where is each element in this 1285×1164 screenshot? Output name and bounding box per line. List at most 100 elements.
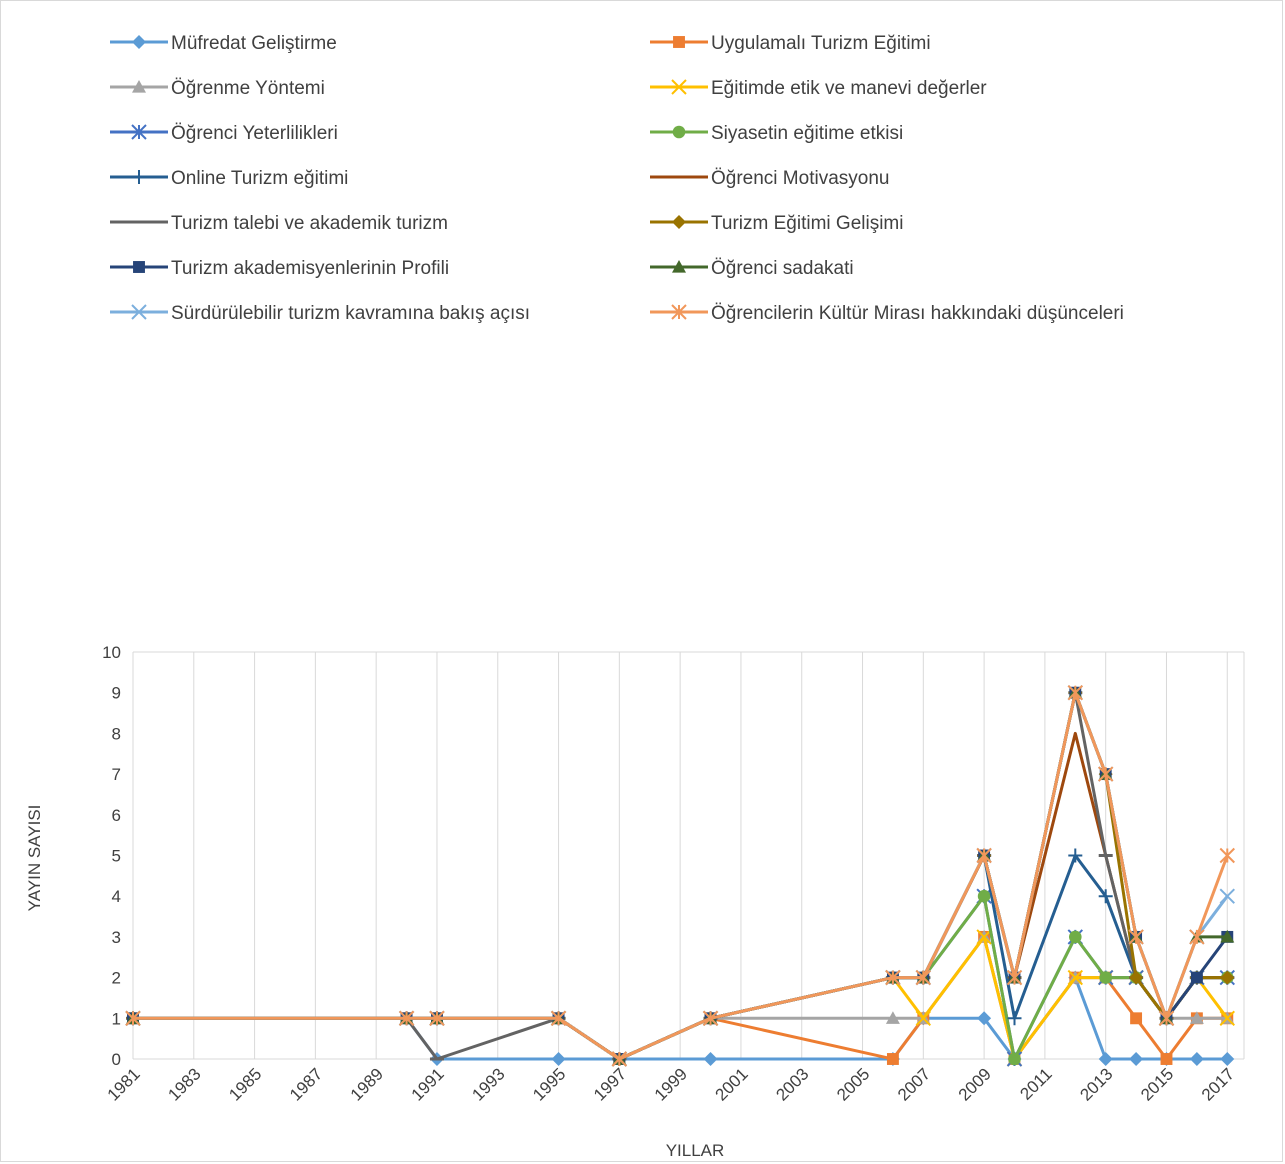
legend-label: Siyasetin eğitime etkisi bbox=[711, 123, 903, 144]
legend-item-ogrenci-yeterlilikleri: Öğrenci Yeterlilikleri bbox=[110, 123, 338, 144]
series-ogrencilerin-kultur-mirasi-hakkindaki-dusunceleri bbox=[125, 684, 1235, 1067]
data-point bbox=[977, 889, 991, 903]
y-tick-label: 7 bbox=[112, 765, 121, 784]
data-point bbox=[1129, 1052, 1144, 1066]
legend-item-ogrenme-yontemi: Öğrenme Yöntemi bbox=[110, 78, 325, 99]
data-point bbox=[1190, 971, 1203, 984]
x-tick-label: 2017 bbox=[1198, 1064, 1238, 1104]
legend-label: Turizm talebi ve akademik turizm bbox=[171, 213, 448, 234]
data-point bbox=[702, 1010, 719, 1027]
data-point bbox=[1189, 1052, 1204, 1066]
y-axis-title: YAYIN SAYISI bbox=[25, 805, 44, 912]
data-point bbox=[915, 969, 932, 986]
data-point bbox=[1008, 1052, 1021, 1066]
legend-marker bbox=[132, 35, 146, 49]
x-tick-label: 2009 bbox=[955, 1064, 995, 1104]
legend-item-ogrencilerin-kultur-mirasi-hakkindaki-dusunceleri: Öğrencilerin Kültür Mirası hakkındaki dü… bbox=[650, 303, 1124, 324]
y-tick-label: 4 bbox=[112, 887, 121, 906]
legend-item-egitimde-etik-ve-manevi-degerler: Eğitimde etik ve manevi değerler bbox=[650, 78, 987, 99]
x-tick-label: 1987 bbox=[286, 1064, 326, 1104]
legend-label: Öğrenme Yöntemi bbox=[171, 78, 325, 99]
data-point bbox=[976, 847, 992, 864]
data-point bbox=[1220, 1052, 1235, 1066]
x-tick-label: 2013 bbox=[1076, 1064, 1116, 1104]
legend-marker bbox=[133, 261, 145, 273]
x-tick-label: 1999 bbox=[651, 1064, 691, 1104]
x-tick-label: 2015 bbox=[1137, 1064, 1177, 1104]
data-point bbox=[885, 1011, 900, 1024]
data-point bbox=[977, 1011, 992, 1026]
legend-label: Uygulamalı Turizm Eğitimi bbox=[711, 33, 931, 54]
data-point bbox=[1220, 970, 1235, 985]
legend-label: Öğrenci Yeterlilikleri bbox=[171, 123, 338, 144]
data-point bbox=[1220, 929, 1235, 943]
legend-label: Öğrencilerin Kültür Mirası hakkındaki dü… bbox=[711, 303, 1124, 324]
data-point bbox=[703, 1052, 718, 1066]
legend-label: Müfredat Geliştirme bbox=[171, 33, 337, 54]
x-tick-label: 1991 bbox=[408, 1064, 448, 1104]
gridlines bbox=[193, 652, 1245, 1059]
x-tick-label: 1981 bbox=[104, 1064, 144, 1104]
legend-item-ogrenci-sadakati: Öğrenci sadakati bbox=[650, 258, 854, 279]
data-point bbox=[1189, 929, 1205, 945]
data-point bbox=[1068, 848, 1083, 863]
legend-label: Öğrenci sadakati bbox=[711, 258, 854, 279]
legend-marker bbox=[131, 304, 147, 320]
legend-item-ogrenci-motivasyonu: Öğrenci Motivasyonu bbox=[650, 168, 889, 189]
data-point bbox=[1189, 1011, 1204, 1024]
legend-item-siyasetin-egitime-etkisi: Siyasetin eğitime etkisi bbox=[650, 123, 903, 144]
legend-label: Öğrenci Motivasyonu bbox=[711, 168, 889, 189]
legend-marker bbox=[672, 215, 686, 229]
x-tick-label: 1985 bbox=[225, 1064, 265, 1104]
x-tick-label: 1995 bbox=[529, 1064, 569, 1104]
legend-label: Online Turizm eğitimi bbox=[171, 168, 348, 189]
legend-marker bbox=[672, 125, 686, 139]
legend-marker bbox=[672, 260, 686, 273]
legend-item-online-turizm-egitimi: Online Turizm eğitimi bbox=[110, 168, 348, 189]
data-point bbox=[915, 1010, 932, 1027]
legend-item-uygulamali-turizm-egitimi: Uygulamalı Turizm Eğitimi bbox=[650, 33, 931, 54]
data-point bbox=[1068, 930, 1082, 944]
legend-item-surdurulebilir-turizm-kavramina-bakis-acisi: Sürdürülebilir turizm kavramına bakış aç… bbox=[110, 303, 530, 324]
data-point bbox=[1160, 1053, 1173, 1065]
legend-item-turizm-egitimi-gelisimi: Turizm Eğitimi Gelişimi bbox=[650, 213, 903, 234]
x-tick-label: 2001 bbox=[712, 1064, 752, 1104]
y-tick-label: 1 bbox=[112, 1009, 121, 1028]
legend-marker bbox=[671, 304, 687, 320]
x-tick-label: 2007 bbox=[894, 1064, 934, 1104]
data-point bbox=[1128, 929, 1144, 945]
data-point bbox=[1129, 970, 1144, 985]
legend-item-turizm-akademisyenlerinin-profili: Turizm akademisyenlerinin Profili bbox=[110, 258, 449, 279]
series-layer bbox=[125, 684, 1235, 1067]
x-tick-label: 1983 bbox=[164, 1064, 204, 1104]
x-tick-label: 1989 bbox=[347, 1064, 387, 1104]
series-line-mufredat-gelistirme bbox=[133, 976, 1228, 1061]
y-tick-label: 3 bbox=[112, 928, 121, 947]
x-tick-label: 1997 bbox=[590, 1064, 630, 1104]
legend-item-mufredat-gelistirme: Müfredat Geliştirme bbox=[110, 33, 337, 54]
data-point bbox=[125, 1010, 141, 1027]
data-point bbox=[611, 1051, 628, 1067]
data-point bbox=[1219, 847, 1235, 864]
data-point bbox=[886, 1053, 899, 1065]
legend-marker bbox=[671, 79, 687, 95]
data-point bbox=[885, 969, 901, 986]
x-tick-label: 2005 bbox=[833, 1064, 873, 1104]
legend-label: Turizm akademisyenlerinin Profili bbox=[171, 258, 449, 279]
y-tick-label: 0 bbox=[112, 1050, 121, 1069]
data-point bbox=[1098, 1052, 1113, 1066]
data-point bbox=[1006, 969, 1023, 986]
data-point bbox=[1158, 1010, 1175, 1027]
y-tick-label: 10 bbox=[102, 643, 121, 662]
legend-marker bbox=[132, 80, 146, 93]
data-point bbox=[429, 1010, 445, 1027]
x-tick-label: 2003 bbox=[772, 1064, 812, 1104]
data-point bbox=[1130, 1012, 1143, 1025]
y-tick-label: 2 bbox=[112, 969, 121, 988]
y-axis-ticks: 0 1 2 3 4 5 6 7 8 9 10 bbox=[102, 643, 121, 1069]
data-point bbox=[1067, 969, 1084, 986]
data-point bbox=[1099, 971, 1112, 984]
x-tick-label: 1993 bbox=[468, 1064, 508, 1104]
